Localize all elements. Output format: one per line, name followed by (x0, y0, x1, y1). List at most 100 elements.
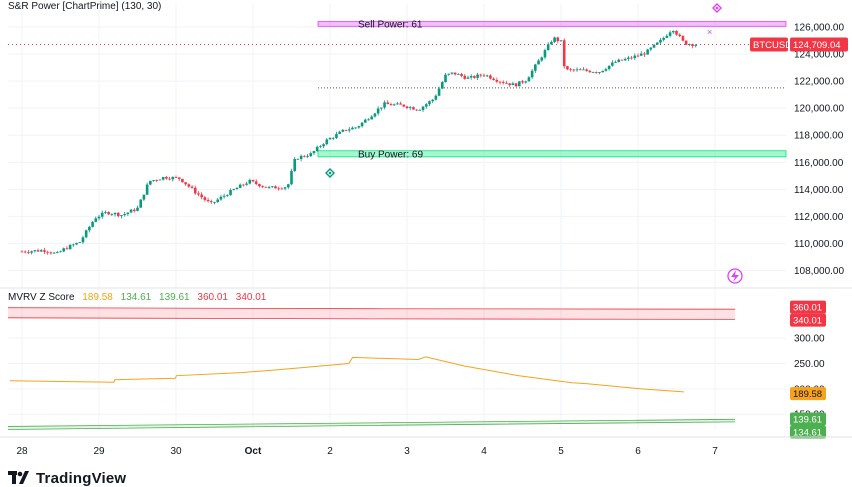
candle-body (283, 187, 287, 189)
candle-body (149, 180, 152, 185)
candle-body (678, 34, 682, 37)
mvrv-legend[interactable]: MVRV Z Score 189.58 134.61 139.61 360.01… (8, 292, 271, 303)
candle-body (245, 183, 248, 185)
candle-body (659, 39, 662, 43)
candle-body (623, 58, 627, 61)
candle-body (222, 195, 226, 197)
candle-body (524, 81, 528, 83)
price-grid (8, 4, 786, 430)
candle-body (303, 155, 306, 157)
candle-body (546, 44, 550, 51)
candle-body (469, 76, 473, 78)
candle-body (197, 193, 200, 195)
candle-body (460, 73, 463, 76)
candle-body (72, 244, 75, 246)
candle-body (136, 207, 139, 211)
candle-body (553, 37, 556, 43)
candle-body (335, 133, 338, 138)
buy-power-label: Buy Power: 69 (358, 149, 423, 160)
candle-body (386, 102, 390, 105)
candle-body (341, 129, 345, 132)
candle-body (399, 103, 402, 105)
candle-body (81, 237, 85, 243)
candle-body (290, 171, 293, 185)
candle-body (267, 187, 271, 188)
candle-body (274, 186, 277, 189)
candle-body (537, 60, 540, 65)
candle-body (668, 32, 672, 36)
candle-body (440, 82, 444, 89)
candles (20, 30, 698, 255)
candle-body (277, 188, 280, 190)
candle-body (370, 116, 374, 120)
candle-body (514, 83, 518, 87)
candle-body (476, 74, 479, 78)
candle-body (450, 72, 454, 74)
candle-body (357, 126, 361, 128)
candle-body (190, 186, 194, 188)
candle-body (78, 242, 82, 244)
tradingview-logo[interactable]: TradingView (8, 470, 126, 487)
price-tick-label: 118,000.00 (794, 131, 844, 142)
candle-body (671, 30, 675, 33)
candle-body (306, 156, 309, 157)
candle-body (617, 59, 621, 62)
mvrv-band-red-lower (7, 317, 736, 320)
price-tick-label: 114,000.00 (794, 185, 844, 196)
candle-body (463, 75, 467, 79)
time-tick-label: Oct (245, 446, 262, 457)
mvrv-badge (790, 425, 826, 439)
candle-body (91, 221, 94, 227)
price-tick-label: 116,000.00 (794, 158, 844, 169)
candle-body (264, 186, 268, 188)
candle-body (161, 177, 165, 180)
candle-body (447, 73, 451, 75)
candle-body (492, 78, 495, 81)
time-axis[interactable]: 28 29 30 Oct 2 3 4 5 6 7 (0, 436, 852, 457)
candle-body (691, 44, 694, 46)
candle-body (408, 107, 412, 109)
candle-body (681, 36, 685, 41)
candle-body (62, 248, 66, 252)
candle-body (396, 103, 399, 105)
candle-body (373, 113, 377, 117)
candle-body (132, 209, 136, 211)
candle-body (662, 37, 665, 40)
candle-body (184, 182, 187, 185)
candle-body (569, 69, 572, 71)
buy-power-zone (317, 150, 787, 158)
candle-body (113, 212, 117, 215)
candle-body (270, 186, 274, 188)
symbol-badge-text: BTCUSD (753, 40, 792, 51)
candle-body (643, 53, 646, 55)
mvrv-badge-text: 360.01 (793, 303, 822, 314)
candle-body (168, 178, 171, 180)
candle-body (392, 104, 396, 106)
candle-body (431, 99, 434, 102)
sell-signal-diamond-dot (715, 6, 719, 10)
candle-body (627, 57, 630, 59)
sell-signal-diamond (712, 3, 722, 13)
candle-body (495, 80, 499, 82)
mvrv-value-green-2: 139.61 (159, 292, 190, 303)
price-axis[interactable]: 126,000.00 124,000.00 122,000.00 120,000.00… (794, 22, 844, 276)
lightning-icon[interactable] (727, 268, 743, 284)
time-tick-label: 6 (635, 446, 641, 457)
candle-body (258, 183, 261, 187)
candle-body (540, 57, 544, 61)
candle-body (501, 82, 505, 84)
mvrv-badge-text: 189.58 (793, 389, 822, 400)
candle-body (479, 74, 483, 76)
candle-body (299, 155, 303, 159)
candle-body (412, 107, 415, 110)
indicator-title[interactable]: S&R Power [ChartPrime] (130, 30) (8, 1, 162, 12)
candle-body (566, 66, 569, 70)
candle-body (312, 151, 316, 154)
candle-body (614, 61, 617, 63)
candle-body (68, 244, 72, 250)
candle-body (655, 42, 659, 45)
tradingview-logo-icon (8, 470, 30, 487)
candle-body (559, 40, 563, 42)
